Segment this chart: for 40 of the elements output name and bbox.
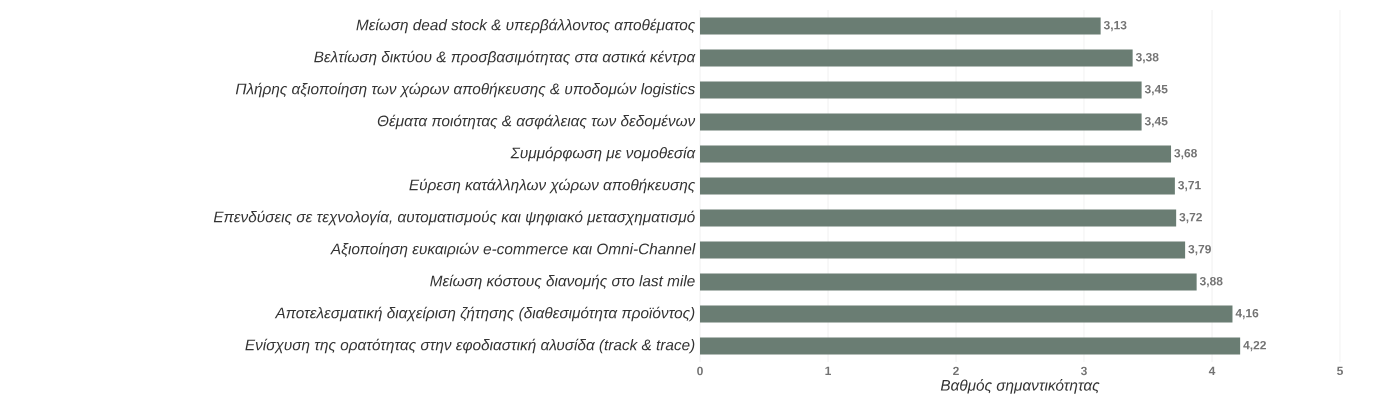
bar	[700, 113, 1142, 131]
x-tick-label: 2	[953, 366, 959, 376]
data-label: 4,16	[1235, 308, 1259, 320]
x-axis-title: Βαθμός σημαντικότητας	[940, 379, 1100, 394]
y-tick-label: Αποτελεσματική διαχείριση ζήτησης (διαθεσιμότητα προϊόντος)	[274, 306, 695, 322]
y-tick-label: Βελτίωση δικτύου & προσβασιμότητας στα αστικά κέντρα	[314, 50, 696, 66]
bar	[700, 145, 1172, 163]
y-tick-label: Μείωση dead stock & υπερβάλλοντος αποθέματος	[356, 18, 696, 34]
bar	[700, 337, 1241, 355]
data-label: 4,22	[1243, 340, 1266, 352]
x-tick-label: 5	[1337, 366, 1343, 376]
data-label: 3,79	[1188, 244, 1211, 256]
bar	[700, 49, 1133, 67]
y-tick-label: Θέματα ποιότητας & ασφάλειας των δεδομένων	[377, 114, 696, 130]
bar	[700, 177, 1175, 195]
bar	[700, 17, 1101, 35]
y-tick-label: Εύρεση κατάλληλων χώρων αποθήκευσης	[409, 178, 696, 194]
data-label: 3,45	[1144, 116, 1168, 128]
data-label: 3,72	[1179, 212, 1202, 224]
data-label: 3,38	[1135, 52, 1159, 64]
data-label: 3,45	[1144, 84, 1168, 96]
y-tick-label: Επενδύσεις σε τεχνολογία, αυτοματισμούς και ψηφιακό μετασχηματισμό	[213, 210, 695, 226]
y-tick-label: Συμμόρφωση με νομοθεσία	[510, 146, 696, 162]
bar	[700, 81, 1142, 99]
y-tick-label: Πλήρης αξιοποίηση των χώρων αποθήκευσης & υποδομών logistics	[235, 82, 695, 98]
data-label: 3,13	[1103, 20, 1127, 32]
y-tick-label: Μείωση κόστους διανομής στο last mile	[430, 274, 695, 290]
x-tick-label: 1	[825, 366, 831, 375]
x-tick-label: 4	[1208, 366, 1216, 375]
x-tick-label: 3	[1080, 366, 1087, 376]
bar	[700, 209, 1177, 227]
data-label: 3,88	[1199, 276, 1223, 288]
bar	[700, 305, 1233, 323]
bar	[700, 273, 1197, 291]
data-label: 3,71	[1178, 180, 1201, 192]
y-tick-label: Αξιοποίηση ευκαιριών e-commerce και Omni-Channel	[330, 242, 696, 258]
data-label: 3,68	[1174, 148, 1197, 160]
x-tick-label: 0	[697, 366, 703, 376]
bar	[700, 241, 1186, 259]
y-tick-label: Ενίσχυση της ορατότητας στην εφοδιαστική αλυσίδα (track & trace)	[245, 338, 695, 354]
